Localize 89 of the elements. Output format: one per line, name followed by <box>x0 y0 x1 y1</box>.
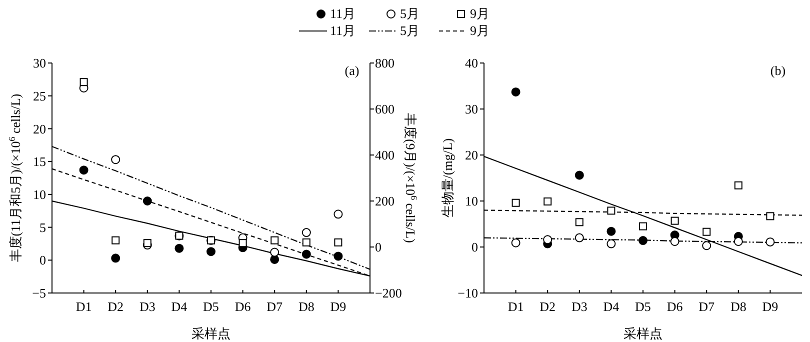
point <box>734 181 742 190</box>
point <box>302 238 310 246</box>
point <box>766 212 774 220</box>
point <box>79 166 88 175</box>
y2-tick-label: 200 <box>375 194 394 209</box>
point <box>142 196 152 206</box>
point <box>606 226 616 236</box>
x-tick-label: D9 <box>330 299 346 314</box>
y-tick-label: 5 <box>40 220 46 235</box>
point <box>270 236 279 244</box>
y-tick-label: 40 <box>465 56 478 71</box>
point <box>238 239 247 248</box>
point <box>574 233 584 242</box>
point <box>544 197 552 206</box>
x-tick-label: D1 <box>76 299 92 314</box>
legend-label: 9月 <box>470 23 490 38</box>
x-tick-label: D5 <box>635 299 651 314</box>
point <box>270 248 280 257</box>
point <box>270 254 280 264</box>
y-axis-title: 生物量/(mg/L) <box>440 138 455 218</box>
point <box>702 241 712 250</box>
x-tick-label: D9 <box>762 299 778 314</box>
y2-tick-label: 800 <box>375 56 394 71</box>
x-tick-label: D1 <box>508 299 524 314</box>
point <box>206 247 216 256</box>
annotation: (a) <box>344 63 360 78</box>
x-tick-label: D3 <box>571 299 588 314</box>
annotation: (b) <box>770 63 786 78</box>
x-tick-label: D6 <box>666 299 684 314</box>
y-tick-label: 30 <box>33 56 46 71</box>
x-tick-label: D8 <box>298 299 314 314</box>
y-tick-label: 10 <box>465 194 478 209</box>
point <box>111 254 120 263</box>
point <box>606 239 616 248</box>
point <box>543 235 552 244</box>
y2-tick-label: 600 <box>375 102 394 117</box>
y-tick-label: 25 <box>33 88 46 104</box>
y-tick-label: 0 <box>472 240 478 255</box>
y2-tick-label: 400 <box>375 148 394 163</box>
point <box>607 206 616 215</box>
legend-label: 5月 <box>400 6 420 21</box>
x-tick-label: D3 <box>139 299 156 314</box>
y-tick-label: 15 <box>33 154 46 170</box>
point <box>702 228 711 236</box>
y-tick-label: 30 <box>465 102 478 117</box>
x-tick-label: D5 <box>203 299 219 314</box>
point <box>112 236 120 244</box>
point <box>575 218 584 226</box>
legend-label: 5月 <box>400 23 420 38</box>
y-tick-label: 20 <box>465 148 478 163</box>
y-tick-label: 20 <box>33 121 46 136</box>
y2-tick-label: 0 <box>375 240 382 255</box>
point <box>302 250 311 259</box>
point <box>175 232 184 240</box>
x-tick-label: D2 <box>108 299 124 314</box>
point <box>111 155 120 164</box>
point <box>143 239 152 248</box>
x-axis-title: 采样点 <box>192 326 230 341</box>
point <box>334 252 343 261</box>
point <box>638 236 648 246</box>
legend-label: 11月 <box>330 6 356 21</box>
point <box>511 87 520 96</box>
y2-tick-label: −200 <box>375 286 402 301</box>
point <box>766 237 775 246</box>
x-tick-label: D6 <box>234 299 252 314</box>
point <box>574 170 584 180</box>
point <box>511 238 520 248</box>
x-tick-label: D7 <box>698 299 716 314</box>
x-axis-title: 采样点 <box>624 326 662 341</box>
point <box>512 198 520 207</box>
legend-label: 11月 <box>330 23 356 38</box>
x-tick-label: D2 <box>540 299 556 314</box>
point <box>80 78 88 86</box>
y-tick-label: −5 <box>32 286 46 301</box>
y-tick-label: 0 <box>40 252 46 268</box>
x-tick-label: D7 <box>266 299 284 314</box>
y-tick-label: −10 <box>458 286 478 301</box>
point <box>334 238 342 246</box>
point <box>174 244 184 253</box>
point <box>334 210 343 219</box>
point <box>670 216 679 225</box>
x-tick-label: D4 <box>171 299 188 314</box>
x-tick-label: D4 <box>603 299 620 314</box>
y-tick-label: 10 <box>33 186 46 202</box>
x-tick-label: D8 <box>730 299 746 314</box>
legend-label: 9月 <box>470 6 490 21</box>
point <box>639 222 647 230</box>
point <box>302 228 311 238</box>
point <box>207 236 215 244</box>
